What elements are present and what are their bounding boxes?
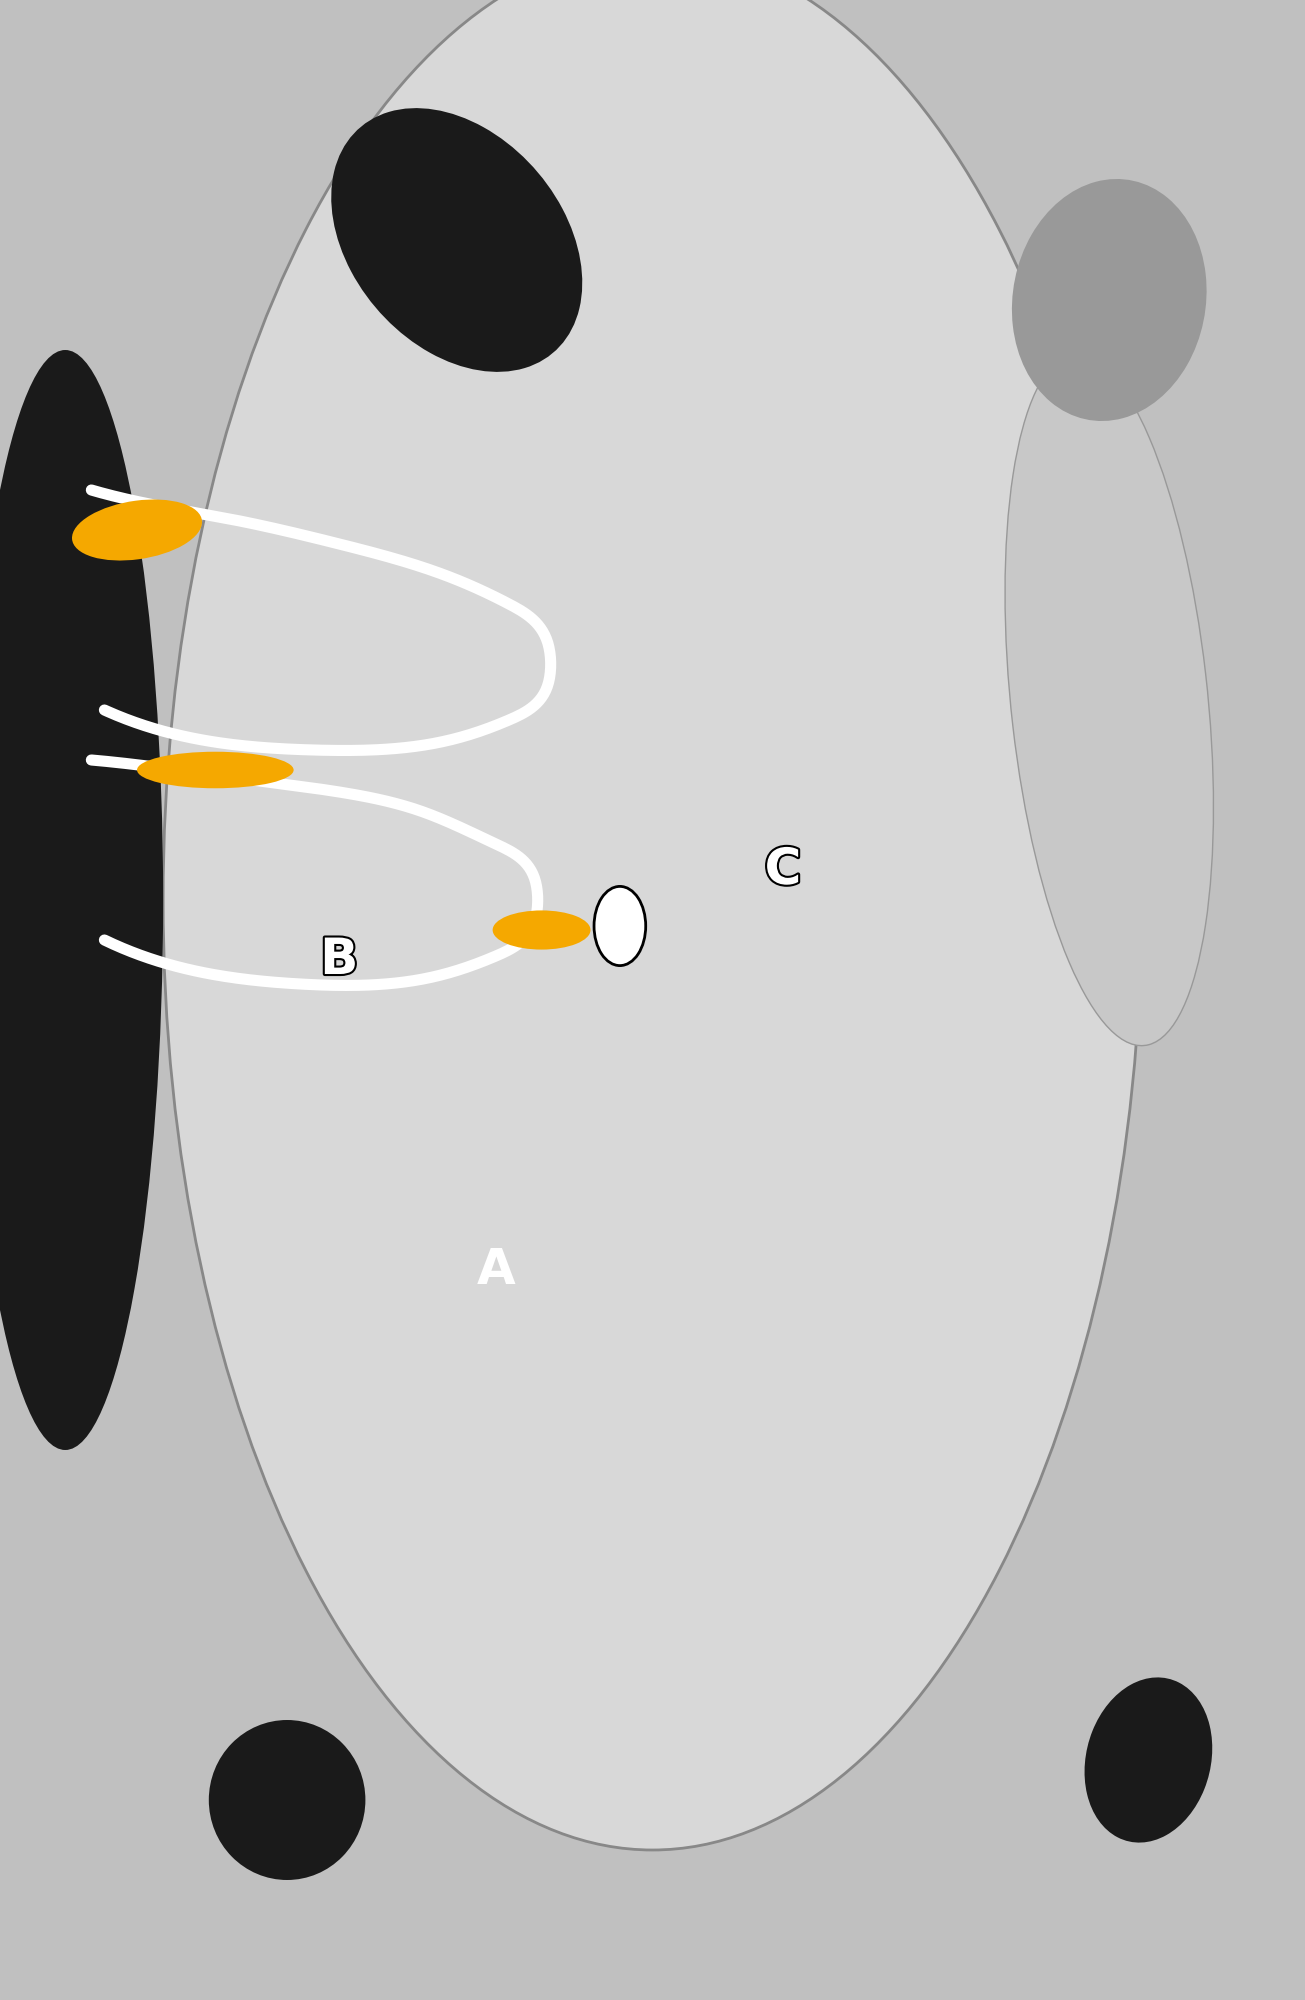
Circle shape	[594, 886, 646, 966]
Text: B: B	[320, 936, 359, 984]
Ellipse shape	[72, 500, 202, 560]
Ellipse shape	[209, 1720, 365, 1880]
Ellipse shape	[137, 752, 294, 788]
Ellipse shape	[1011, 178, 1207, 422]
Ellipse shape	[492, 910, 590, 950]
Ellipse shape	[1005, 354, 1214, 1046]
Ellipse shape	[1084, 1678, 1212, 1842]
Text: A: A	[476, 1246, 515, 1294]
Ellipse shape	[163, 0, 1142, 1850]
Ellipse shape	[0, 350, 163, 1450]
Ellipse shape	[331, 108, 582, 372]
Text: C: C	[765, 846, 801, 894]
